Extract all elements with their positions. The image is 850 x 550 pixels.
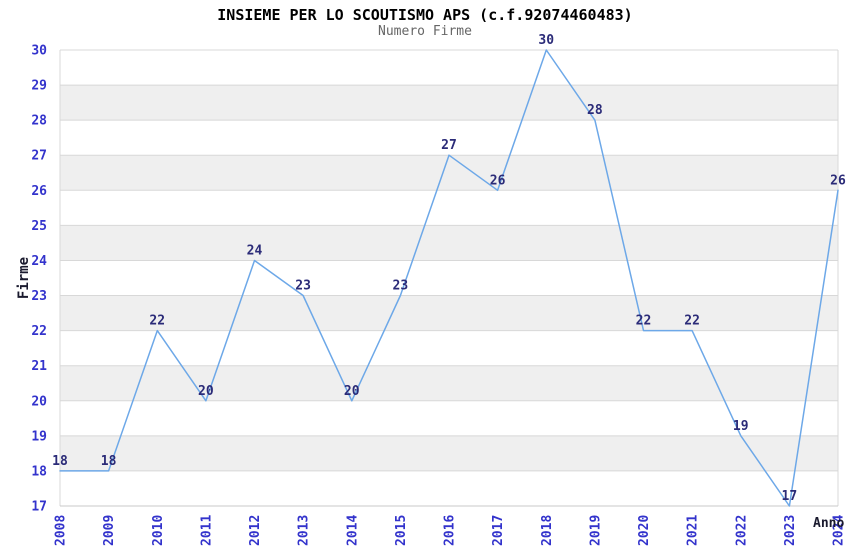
y-tick-label: 22 bbox=[31, 324, 47, 339]
value-label: 24 bbox=[247, 243, 263, 258]
y-tick-label: 27 bbox=[31, 149, 47, 164]
chart-subtitle: Numero Firme bbox=[378, 24, 472, 39]
plot-band bbox=[60, 50, 838, 86]
x-tick-label: 2015 bbox=[394, 515, 409, 546]
value-label: 30 bbox=[538, 33, 554, 48]
y-tick-label: 17 bbox=[31, 500, 47, 515]
value-label: 17 bbox=[782, 489, 798, 504]
y-tick-label: 28 bbox=[31, 114, 47, 129]
value-label: 22 bbox=[636, 314, 652, 329]
y-tick-label: 25 bbox=[31, 219, 47, 234]
x-tick-label: 2022 bbox=[734, 515, 749, 546]
value-label: 19 bbox=[733, 419, 749, 434]
x-tick-label: 2018 bbox=[540, 515, 555, 546]
x-tick-label: 2012 bbox=[248, 515, 263, 546]
value-label: 28 bbox=[587, 103, 603, 118]
value-label: 23 bbox=[393, 279, 409, 294]
value-label: 26 bbox=[490, 173, 506, 188]
plot-band bbox=[60, 85, 838, 121]
value-label: 23 bbox=[295, 279, 311, 294]
x-tick-label: 2013 bbox=[297, 515, 312, 546]
x-tick-label: 2016 bbox=[443, 515, 458, 546]
value-label: 20 bbox=[198, 384, 214, 399]
plot-band bbox=[60, 400, 838, 436]
chart-title: INSIEME PER LO SCOUTISMO APS (c.f.920744… bbox=[217, 6, 633, 24]
value-label: 26 bbox=[830, 173, 846, 188]
y-tick-label: 21 bbox=[31, 359, 47, 374]
plot-band bbox=[60, 225, 838, 261]
x-tick-label: 2017 bbox=[491, 515, 506, 546]
x-tick-label: 2011 bbox=[199, 515, 214, 546]
y-tick-label: 30 bbox=[31, 44, 47, 59]
value-label: 18 bbox=[101, 454, 117, 469]
x-tick-label: 2019 bbox=[588, 515, 603, 546]
y-tick-label: 26 bbox=[31, 184, 47, 199]
y-tick-label: 24 bbox=[31, 254, 47, 269]
value-label: 22 bbox=[149, 314, 165, 329]
x-axis-title: Anno bbox=[813, 516, 845, 531]
x-tick-label: 2023 bbox=[783, 515, 798, 546]
plot-band bbox=[60, 155, 838, 191]
y-tick-label: 29 bbox=[31, 79, 47, 94]
plot-band bbox=[60, 470, 838, 506]
plot-band bbox=[60, 295, 838, 331]
x-tick-label: 2024 bbox=[832, 515, 847, 546]
y-axis-title: Firme bbox=[16, 256, 32, 300]
value-label: 18 bbox=[52, 454, 68, 469]
x-tick-label: 2020 bbox=[637, 515, 652, 546]
plot-band bbox=[60, 120, 838, 156]
y-tick-label: 18 bbox=[31, 464, 47, 479]
value-label: 20 bbox=[344, 384, 360, 399]
value-label: 27 bbox=[441, 138, 457, 153]
x-tick-label: 2009 bbox=[102, 515, 117, 546]
y-tick-label: 20 bbox=[31, 394, 47, 409]
value-label: 22 bbox=[684, 314, 700, 329]
plot-band bbox=[60, 365, 838, 401]
plot-band bbox=[60, 190, 838, 226]
plot-band bbox=[60, 330, 838, 366]
x-tick-label: 2021 bbox=[686, 515, 701, 546]
plot-band bbox=[60, 260, 838, 296]
y-tick-label: 19 bbox=[31, 429, 47, 444]
x-tick-label: 2010 bbox=[151, 515, 166, 546]
y-tick-label: 23 bbox=[31, 289, 47, 304]
series-line bbox=[59, 49, 839, 507]
x-tick-label: 2008 bbox=[54, 515, 69, 546]
x-tick-label: 2014 bbox=[345, 515, 360, 546]
plot-band bbox=[60, 435, 838, 471]
